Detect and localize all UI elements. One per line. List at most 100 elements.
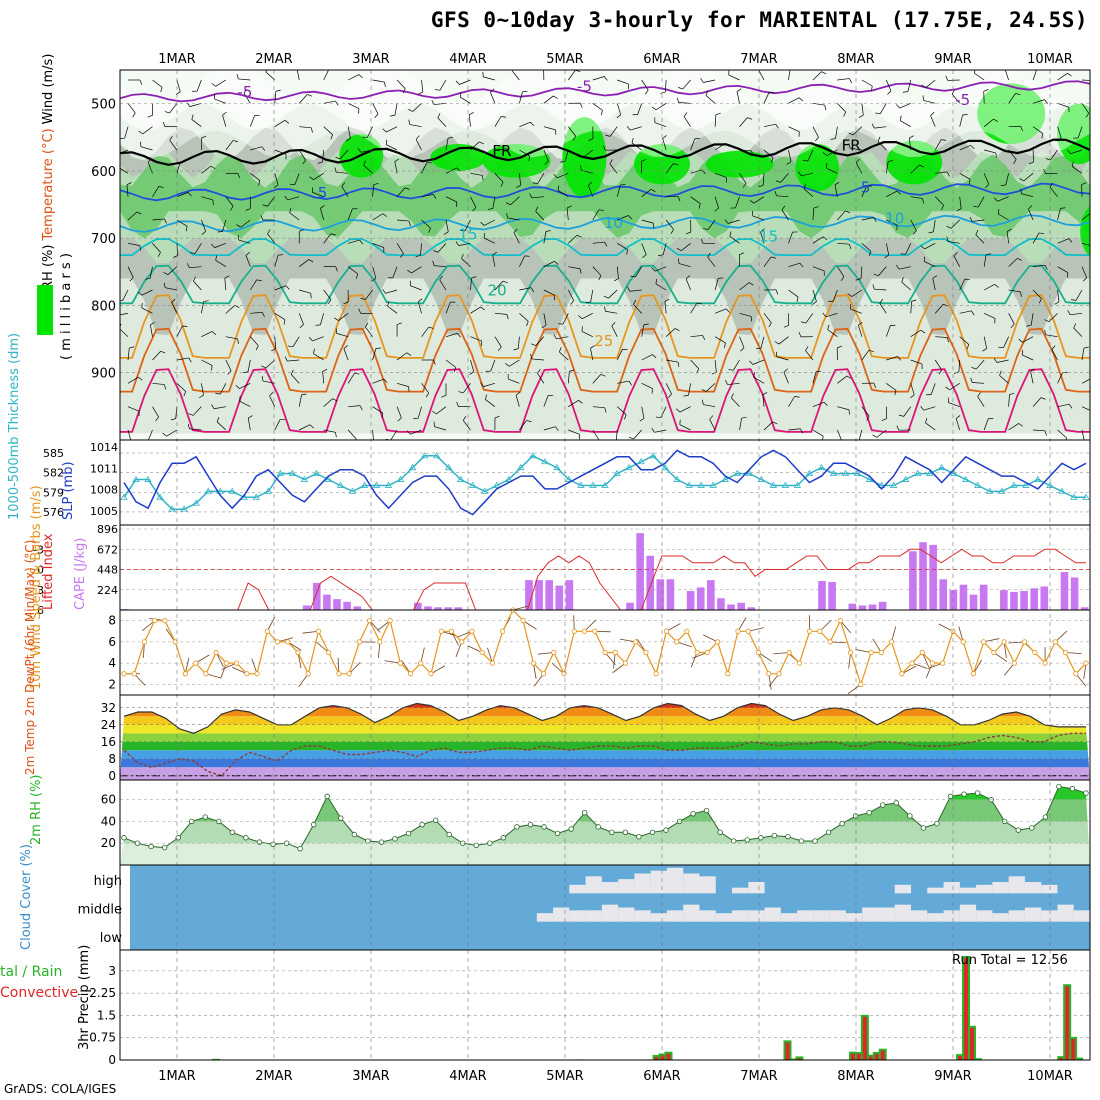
- contour-label: 10: [604, 214, 623, 232]
- upper-wind-barb: [568, 234, 578, 244]
- upper-wind-barb: [729, 235, 740, 244]
- upper-wind-barb: [910, 164, 920, 174]
- upper-wind-barb-flag: [966, 344, 970, 350]
- rh2m-point: [1069, 786, 1076, 792]
- upper-wind-barb: [880, 103, 887, 114]
- cloud-cell: [1073, 910, 1090, 922]
- cape-bar: [818, 581, 826, 610]
- upper-wind-barb-flag: [875, 112, 881, 115]
- upper-wind-barb-flag: [868, 251, 872, 257]
- upper-wind-barb: [470, 172, 483, 176]
- upper-wind-barb-flag: [211, 243, 215, 248]
- upper-wind-barb: [385, 289, 398, 294]
- upper-wind-barb: [394, 103, 398, 116]
- upper-wind-barb: [1057, 72, 1068, 81]
- cape-ylabel: CAPE (J/kg): [73, 538, 88, 610]
- upper-wind-barb-flag: [846, 375, 852, 379]
- upper-wind-barb-flag: [341, 182, 346, 187]
- upper-wind-barb: [983, 173, 990, 185]
- upper-wind-barb-flag: [201, 135, 207, 139]
- upper-wind-barb-flag: [283, 319, 286, 325]
- upper-wind-barb-flag: [1039, 298, 1042, 304]
- upper-wind-barb-flag: [796, 296, 799, 302]
- upper-wind-barb: [983, 254, 987, 267]
- upper-wind-barb-flag: [873, 382, 877, 388]
- cloud-cell: [569, 910, 586, 922]
- upper-wind-barb: [641, 219, 654, 224]
- upper-wind-barb-flag: [995, 152, 997, 158]
- upper-wind-barb-flag: [985, 253, 991, 256]
- upper-wind-barb-flag: [881, 418, 887, 421]
- isotherm-line: [120, 368, 1090, 433]
- upper-wind-barb-flag: [407, 269, 412, 274]
- upper-wind-barb-flag: [675, 408, 681, 413]
- upper-wind-barb: [167, 266, 178, 275]
- cape-bar: [1000, 590, 1008, 610]
- rh2m-point: [866, 809, 872, 816]
- upper-wind-barb-flag: [332, 398, 338, 402]
- upper-wind-barb: [462, 420, 471, 431]
- upper-wind-barb: [238, 78, 251, 81]
- wind-barb: [384, 660, 401, 664]
- upper-wind-barb: [665, 383, 672, 395]
- cape-bar: [909, 551, 917, 610]
- precip-conv-bar: [874, 1053, 879, 1060]
- upper-wind-barb: [885, 79, 892, 92]
- thickness-point: [1010, 481, 1018, 488]
- precip-conv-bar: [797, 1058, 802, 1060]
- upper-wind-barb-flag: [559, 347, 562, 353]
- upper-wind-barb: [728, 74, 740, 81]
- wind-speed-point: [827, 639, 833, 645]
- thickness-point: [1034, 475, 1042, 482]
- upper-wind-barb: [347, 266, 358, 275]
- thickness-point: [481, 487, 489, 494]
- cape-bar: [969, 594, 978, 610]
- upper-wind-barb: [705, 95, 716, 104]
- date-label-bottom: 2MAR: [255, 1069, 292, 1084]
- upper-wind-barb-flag: [920, 329, 926, 334]
- upper-wind-barb-flag: [1044, 265, 1048, 270]
- upper-wind-barb-flag: [856, 278, 862, 281]
- upper-wind-barb: [935, 336, 948, 338]
- wind-barb: [1055, 630, 1068, 643]
- upper-wind-barb-flag: [800, 321, 806, 324]
- upper-wind-barb-flag: [700, 238, 704, 244]
- upper-wind-barb-flag: [262, 204, 268, 207]
- upper-wind-barb-flag: [406, 352, 412, 356]
- upper-wind-barb: [445, 333, 458, 338]
- wind-barb: [891, 626, 897, 642]
- wind-speed-point: [233, 660, 240, 666]
- upper-wind-barb-flag: [408, 119, 411, 125]
- upper-wind-barb: [665, 163, 674, 174]
- upper-wind-barb-flag: [515, 391, 521, 396]
- upper-wind-barb: [788, 149, 792, 162]
- upper-wind-barb-flag: [1067, 73, 1072, 77]
- upper-wind-barb-flag: [910, 394, 915, 399]
- upper-wind-barb: [631, 142, 642, 151]
- temp-color-band: [120, 767, 1090, 780]
- upper-wind-barb: [899, 103, 911, 109]
- upper-wind-barb-flag: [566, 205, 572, 209]
- upper-wind-barb: [127, 211, 138, 221]
- upper-wind-barb: [372, 348, 377, 361]
- upper-wind-barb: [641, 324, 645, 337]
- wind-barb: [537, 652, 554, 655]
- upper-wind-barb: [124, 126, 129, 139]
- upper-wind-barb-flag: [481, 175, 484, 181]
- upper-wind-barb-flag: [248, 415, 253, 419]
- upper-wind-barb-flag: [616, 114, 621, 119]
- wind-barb: [737, 617, 747, 632]
- upper-wind-barb: [322, 149, 325, 162]
- upper-wind-barb: [537, 372, 545, 384]
- upper-wind-barb: [878, 266, 887, 276]
- upper-wind-barb: [812, 102, 825, 106]
- wind-speed-point: [489, 660, 496, 666]
- rh2m-point: [148, 843, 154, 850]
- upper-wind-barb-flag: [611, 442, 616, 443]
- upper-wind-barb-flag: [545, 230, 551, 232]
- upper-wind-barb-flag: [461, 253, 464, 259]
- upper-wind-barb: [908, 138, 912, 151]
- upper-wind-barb-flag: [822, 312, 827, 318]
- upper-wind-barb-flag: [848, 409, 850, 415]
- upper-wind-barb-flag: [354, 372, 360, 375]
